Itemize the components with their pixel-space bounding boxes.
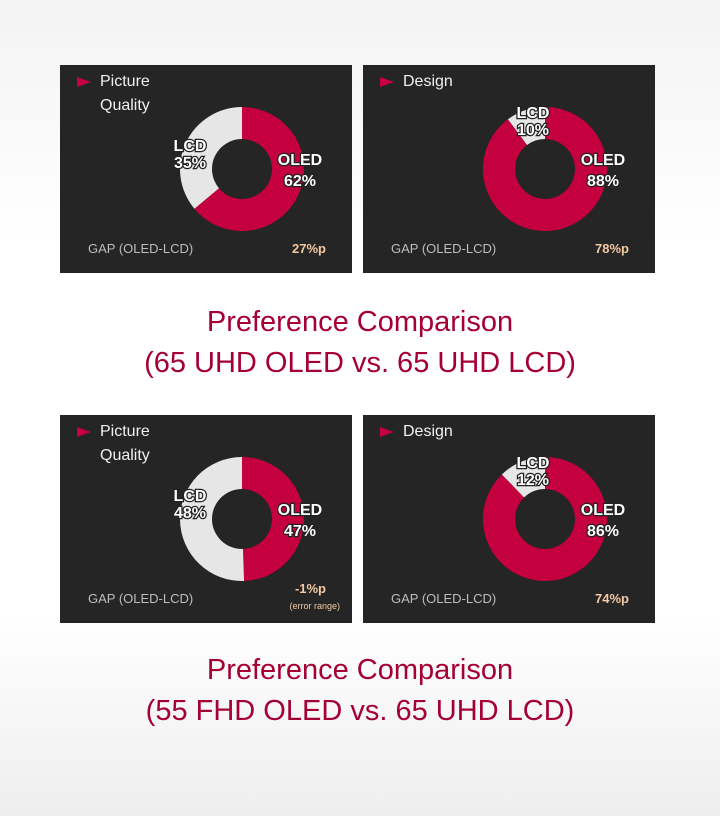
- donut-segment: [179, 457, 245, 581]
- chart-panel: Design LCD 12% OLED 86% GAP (OLED-LCD) 74%p: [363, 415, 655, 623]
- oled-value: 47%: [284, 523, 316, 540]
- chart-panel: Picture Quality LCD 35% OLED 62% GAP (OLED-LC…: [60, 65, 352, 273]
- caption: (65 UHD OLED vs. 65 UHD LCD): [144, 347, 576, 379]
- gap-label: GAP (OLED-LCD): [391, 591, 497, 606]
- donut-segment: [507, 107, 545, 145]
- oled-label: OLED: [278, 152, 322, 169]
- donut-segment: [194, 107, 304, 231]
- donut-segment: [242, 457, 304, 581]
- title-marker: [380, 77, 394, 87]
- donut-segment: [483, 457, 607, 581]
- gap-label: GAP (OLED-LCD): [391, 241, 497, 256]
- lcd-label: LCD: [517, 455, 550, 472]
- title-marker: [77, 77, 91, 87]
- lcd-value: 35%: [174, 155, 206, 172]
- gap-label: GAP (OLED-LCD): [88, 591, 194, 606]
- lcd-value: 48%: [174, 505, 206, 522]
- gap-note: (error range): [289, 601, 340, 611]
- oled-value: 86%: [587, 523, 619, 540]
- gap-label: GAP (OLED-LCD): [88, 241, 194, 256]
- chart-title: Picture Quality: [100, 73, 150, 114]
- caption: (55 FHD OLED vs. 65 UHD LCD): [145, 695, 575, 727]
- chart-panel: Design LCD 10% OLED 88% GAP (OLED-LCD) 78%p: [363, 65, 655, 273]
- gap-value: 74%p: [595, 591, 629, 606]
- gap-value: 27%p: [292, 241, 326, 256]
- oled-label: OLED: [278, 502, 322, 519]
- oled-value: 88%: [587, 173, 619, 190]
- gap-value: -1%p: [294, 581, 326, 596]
- gap-value: 78%p: [595, 241, 629, 256]
- donut-segment: [180, 107, 242, 209]
- title-marker: [380, 427, 394, 437]
- oled-label: OLED: [581, 502, 625, 519]
- chart-panel: Picture Quality LCD 48% OLED 47% GAP (OLED-LC…: [60, 415, 352, 623]
- lcd-value: 12%: [517, 472, 549, 489]
- donut-segment: [483, 107, 607, 231]
- lcd-label: LCD: [517, 105, 550, 122]
- lcd-label: LCD: [174, 488, 207, 505]
- oled-label: OLED: [581, 152, 625, 169]
- oled-value: 62%: [284, 173, 316, 190]
- chart-title: Design: [403, 73, 453, 90]
- donut-segment: [501, 457, 545, 498]
- lcd-label: LCD: [174, 138, 207, 155]
- caption: Preference Comparison: [206, 654, 514, 686]
- chart-title: Picture Quality: [100, 423, 150, 464]
- caption: Preference Comparison: [206, 306, 514, 338]
- chart-title: Design: [403, 423, 453, 440]
- lcd-value: 10%: [517, 122, 549, 139]
- title-marker: [77, 427, 91, 437]
